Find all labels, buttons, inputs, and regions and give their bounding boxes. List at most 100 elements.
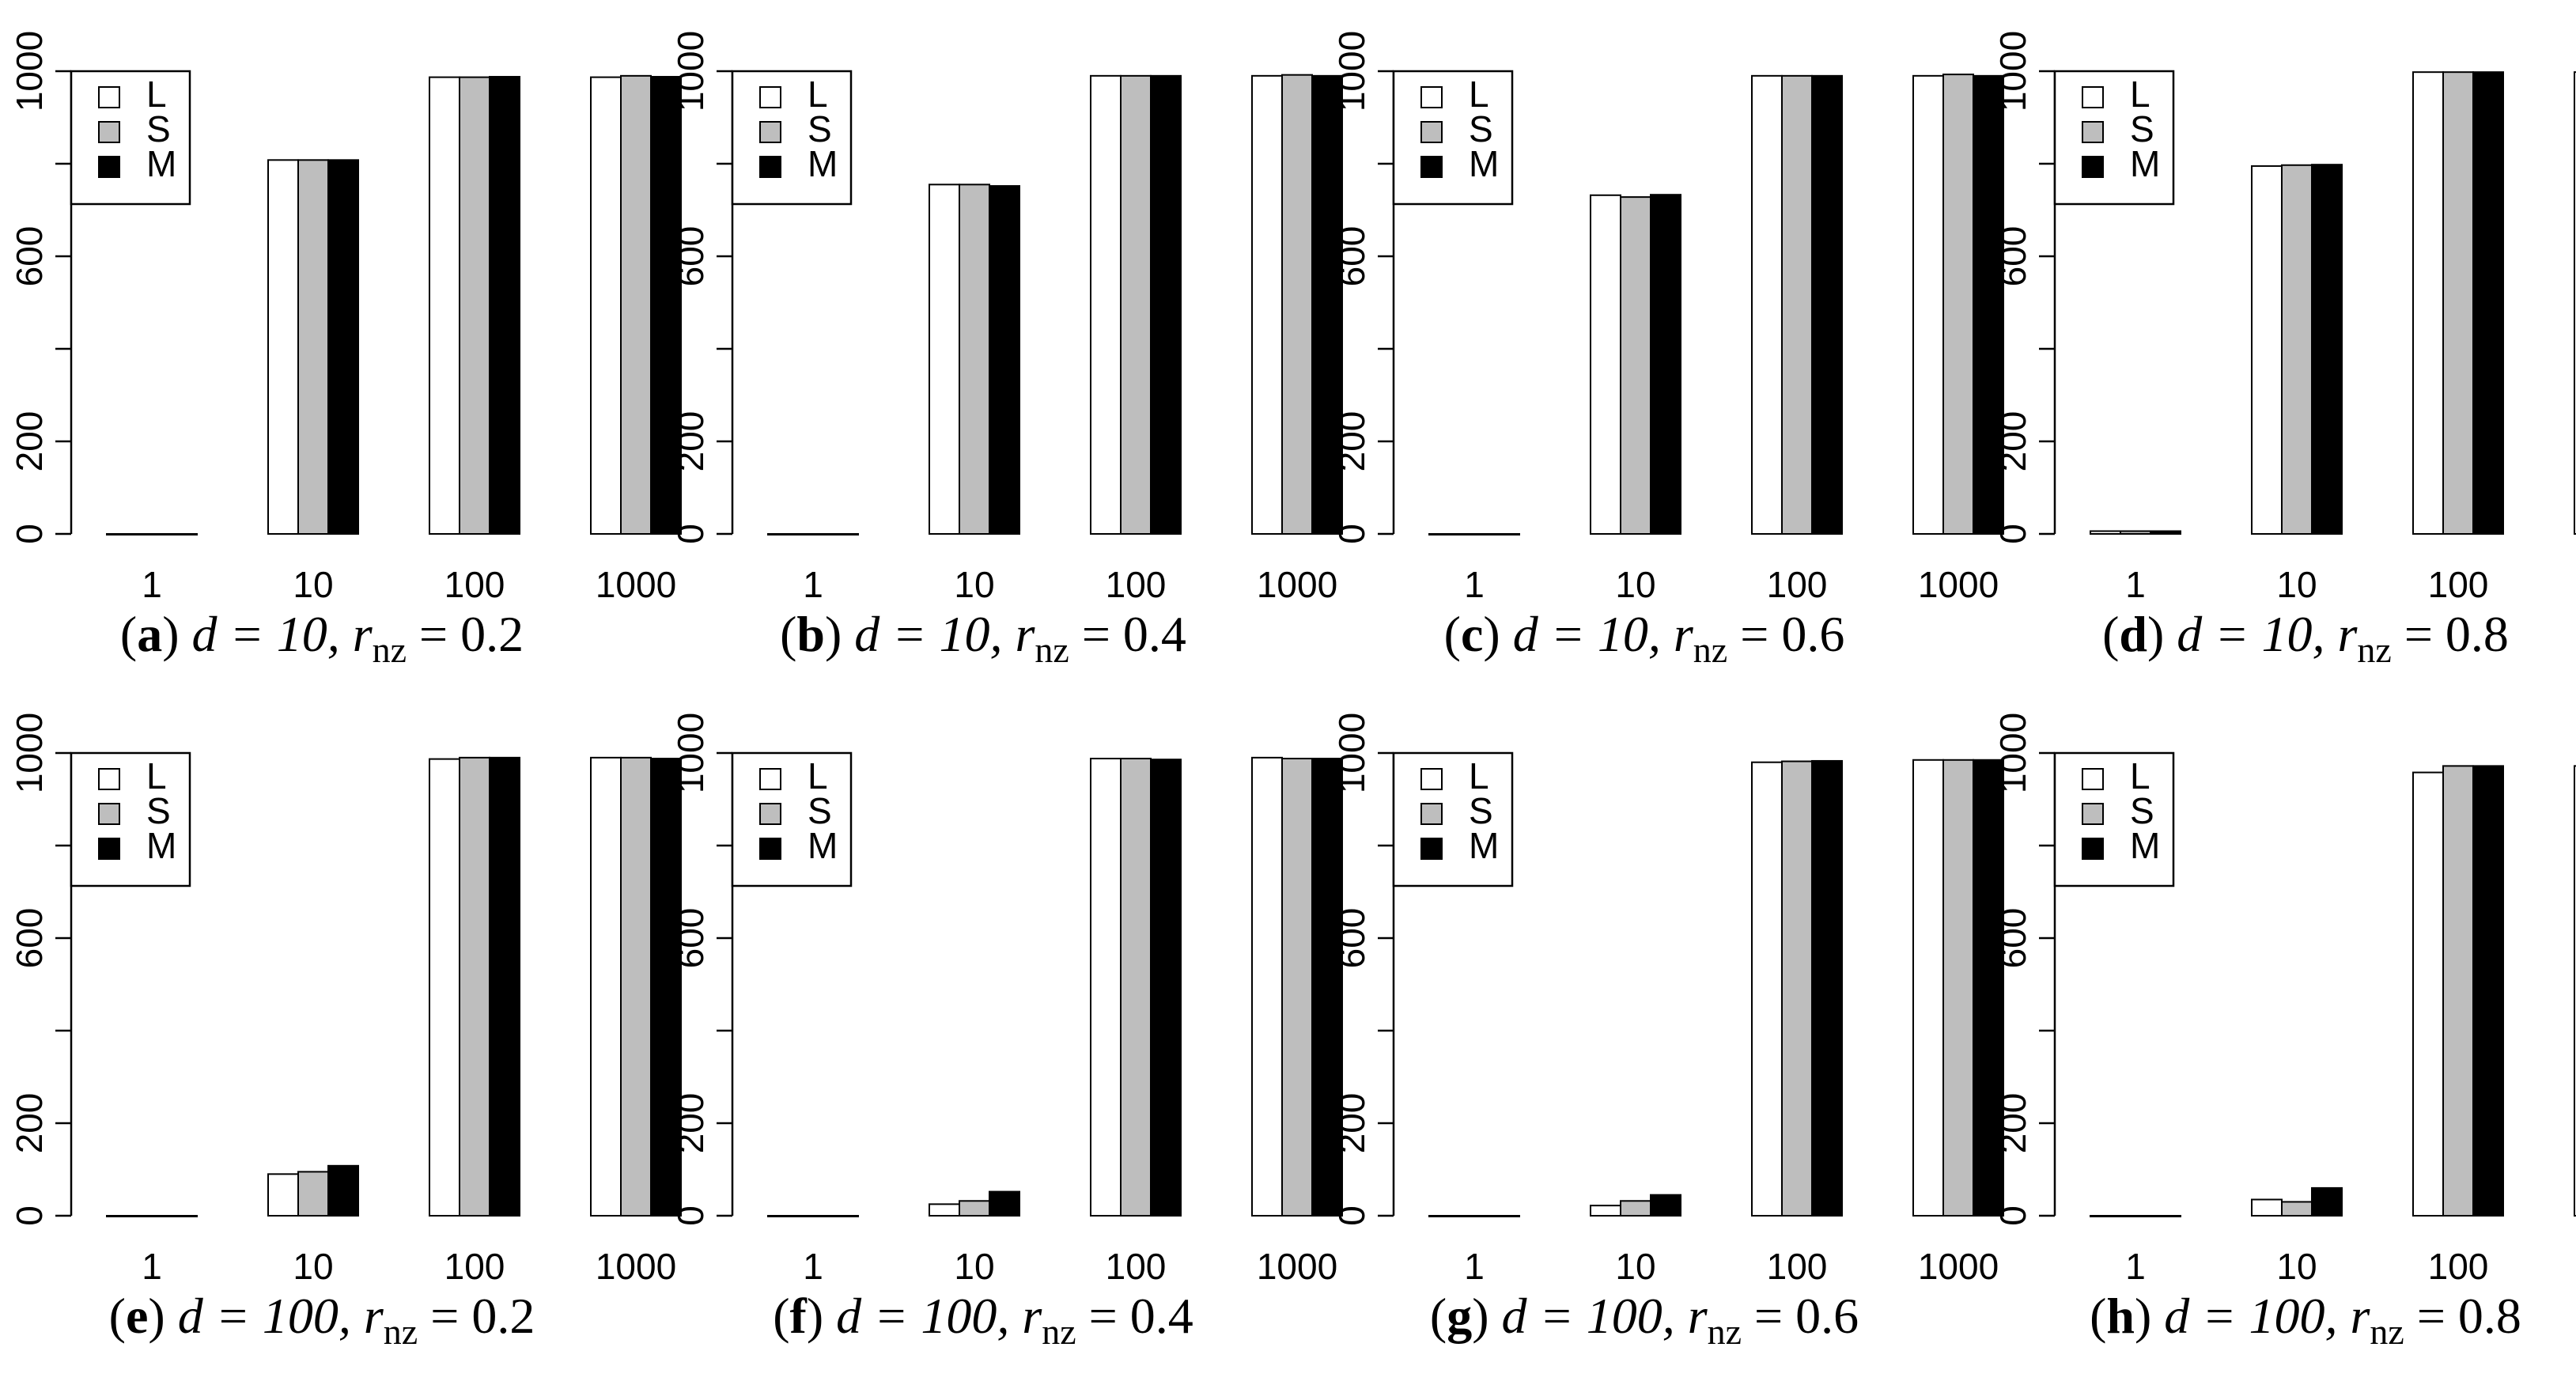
caption-value: = 0.2	[418, 1288, 535, 1344]
x-tick-label: 10	[1615, 564, 1655, 605]
panel-caption: (d) d = 10, rnz = 0.8	[1984, 605, 2576, 671]
y-tick-label: 200	[1331, 411, 1372, 472]
legend-swatch-M	[759, 838, 781, 860]
legend-label-S: S	[2130, 108, 2154, 149]
x-tick-label: 1	[1464, 564, 1485, 605]
panel-caption: (a) d = 10, rnz = 0.2	[0, 605, 644, 671]
bar-L-1000	[1912, 759, 1944, 1217]
bar-S-1	[2120, 1215, 2151, 1217]
bar-M-1	[166, 533, 198, 535]
y-tick-label: 200	[670, 411, 711, 472]
legend-swatch-S	[98, 121, 120, 143]
y-tick-label: 200	[9, 411, 50, 472]
bar-L-1000	[2574, 71, 2576, 535]
bar-L-100	[2412, 71, 2444, 535]
x-tick-label: 1000	[1918, 564, 1999, 605]
legend-label-M: M	[146, 143, 176, 184]
x-tick-label: 1000	[596, 1246, 676, 1287]
y-tick-label: 1000	[9, 31, 50, 112]
bar-S-10	[1620, 1200, 1651, 1217]
bar-L-1000	[1251, 756, 1283, 1217]
caption-equation: d = 10, r	[2164, 606, 2358, 662]
x-tick-label: 10	[293, 1246, 333, 1287]
y-tick-label: 0	[1992, 1205, 2033, 1226]
legend-label-L: L	[146, 74, 167, 115]
bar-M-10	[989, 1190, 1020, 1217]
bar-L-100	[429, 758, 460, 1217]
y-tick-label: 200	[1992, 1093, 2033, 1154]
panel-label: (h)	[2090, 1288, 2152, 1344]
legend-swatch-L	[98, 86, 120, 108]
bar-M-10	[1650, 1194, 1681, 1217]
caption-value: = 0.4	[1076, 1288, 1193, 1344]
legend-box	[70, 70, 191, 206]
bar-L-10	[267, 1173, 299, 1217]
bar-M-1000	[1973, 759, 2004, 1217]
x-tick-label: 1	[1464, 1246, 1485, 1287]
bar-M-10	[2311, 1186, 2343, 1217]
legend-swatch-L	[759, 768, 781, 790]
bar-L-1	[2090, 1215, 2121, 1217]
chart-panel-c: 0 200 600 1000 1 10 100 1000 L S M (c) d = 10, rnz …	[1322, 0, 2004, 680]
legend-label-S: S	[2130, 790, 2154, 831]
bar-M-100	[1150, 759, 1182, 1217]
bar-S-100	[1781, 760, 1813, 1217]
bar-S-100	[459, 76, 490, 535]
legend-label-S: S	[1469, 108, 1493, 149]
bar-S-10	[2281, 1201, 2313, 1217]
panel-label: (g)	[1429, 1288, 1489, 1344]
legend-label-L: L	[1469, 755, 1489, 797]
bar-L-1000	[2574, 765, 2576, 1217]
bar-S-10	[2281, 164, 2313, 535]
caption-value: = 0.6	[1727, 606, 1845, 662]
x-tick-label: 10	[2276, 564, 2317, 605]
y-tick-label: 0	[1331, 1205, 1372, 1226]
y-tick-label: 600	[9, 226, 50, 287]
y-tick-label: 1000	[1331, 713, 1372, 793]
x-tick-label: 1	[803, 1246, 823, 1287]
x-tick-label: 100	[1106, 564, 1167, 605]
bar-M-100	[2472, 71, 2504, 535]
bar-M-100	[489, 76, 520, 535]
y-tick-label: 200	[1331, 1093, 1372, 1154]
y-tick-label: 0	[9, 1205, 50, 1226]
legend-swatch-S	[1420, 803, 1443, 825]
legend-swatch-L	[1420, 768, 1443, 790]
bar-M-1	[166, 1215, 198, 1217]
x-tick-label: 1000	[596, 564, 676, 605]
bar-S-1	[1458, 533, 1490, 535]
legend-swatch-L	[759, 86, 781, 108]
x-tick-label: 1000	[1257, 1246, 1337, 1287]
bar-M-1	[1488, 1215, 1520, 1217]
y-tick-label: 600	[1331, 908, 1372, 969]
y-tick-label: 0	[1992, 524, 2033, 544]
legend-box	[2053, 751, 2175, 887]
x-tick-label: 100	[2428, 1246, 2489, 1287]
legend-label-M: M	[1469, 825, 1499, 866]
bar-S-1	[136, 533, 168, 535]
bar-M-1000	[1311, 74, 1343, 535]
bar-M-10	[327, 1164, 359, 1217]
bar-L-1	[767, 533, 799, 535]
x-tick-label: 100	[1106, 1246, 1167, 1287]
caption-equation: d = 100, r	[2151, 1288, 2370, 1344]
bar-M-100	[489, 756, 520, 1217]
bar-M-1	[2150, 530, 2181, 535]
x-tick-label: 100	[2428, 564, 2489, 605]
bar-S-1000	[1281, 74, 1313, 535]
bar-M-1	[2150, 1215, 2181, 1217]
bar-L-1	[2090, 530, 2121, 535]
bar-S-1000	[1281, 758, 1313, 1217]
bar-M-100	[1811, 74, 1843, 535]
legend-label-S: S	[808, 790, 832, 831]
bar-M-10	[327, 159, 359, 535]
bar-chart-svg: 0 200 600 1000 1 10 100 1000 LSM	[1331, 31, 2004, 605]
caption-subscript: nz	[1707, 1311, 1742, 1352]
panel-label: (b)	[780, 606, 842, 662]
bar-S-1000	[620, 756, 652, 1217]
legend-label-M: M	[146, 825, 176, 866]
y-tick-label: 600	[1331, 226, 1372, 287]
bar-M-1000	[1973, 74, 2004, 535]
legend-label-M: M	[2130, 825, 2160, 866]
